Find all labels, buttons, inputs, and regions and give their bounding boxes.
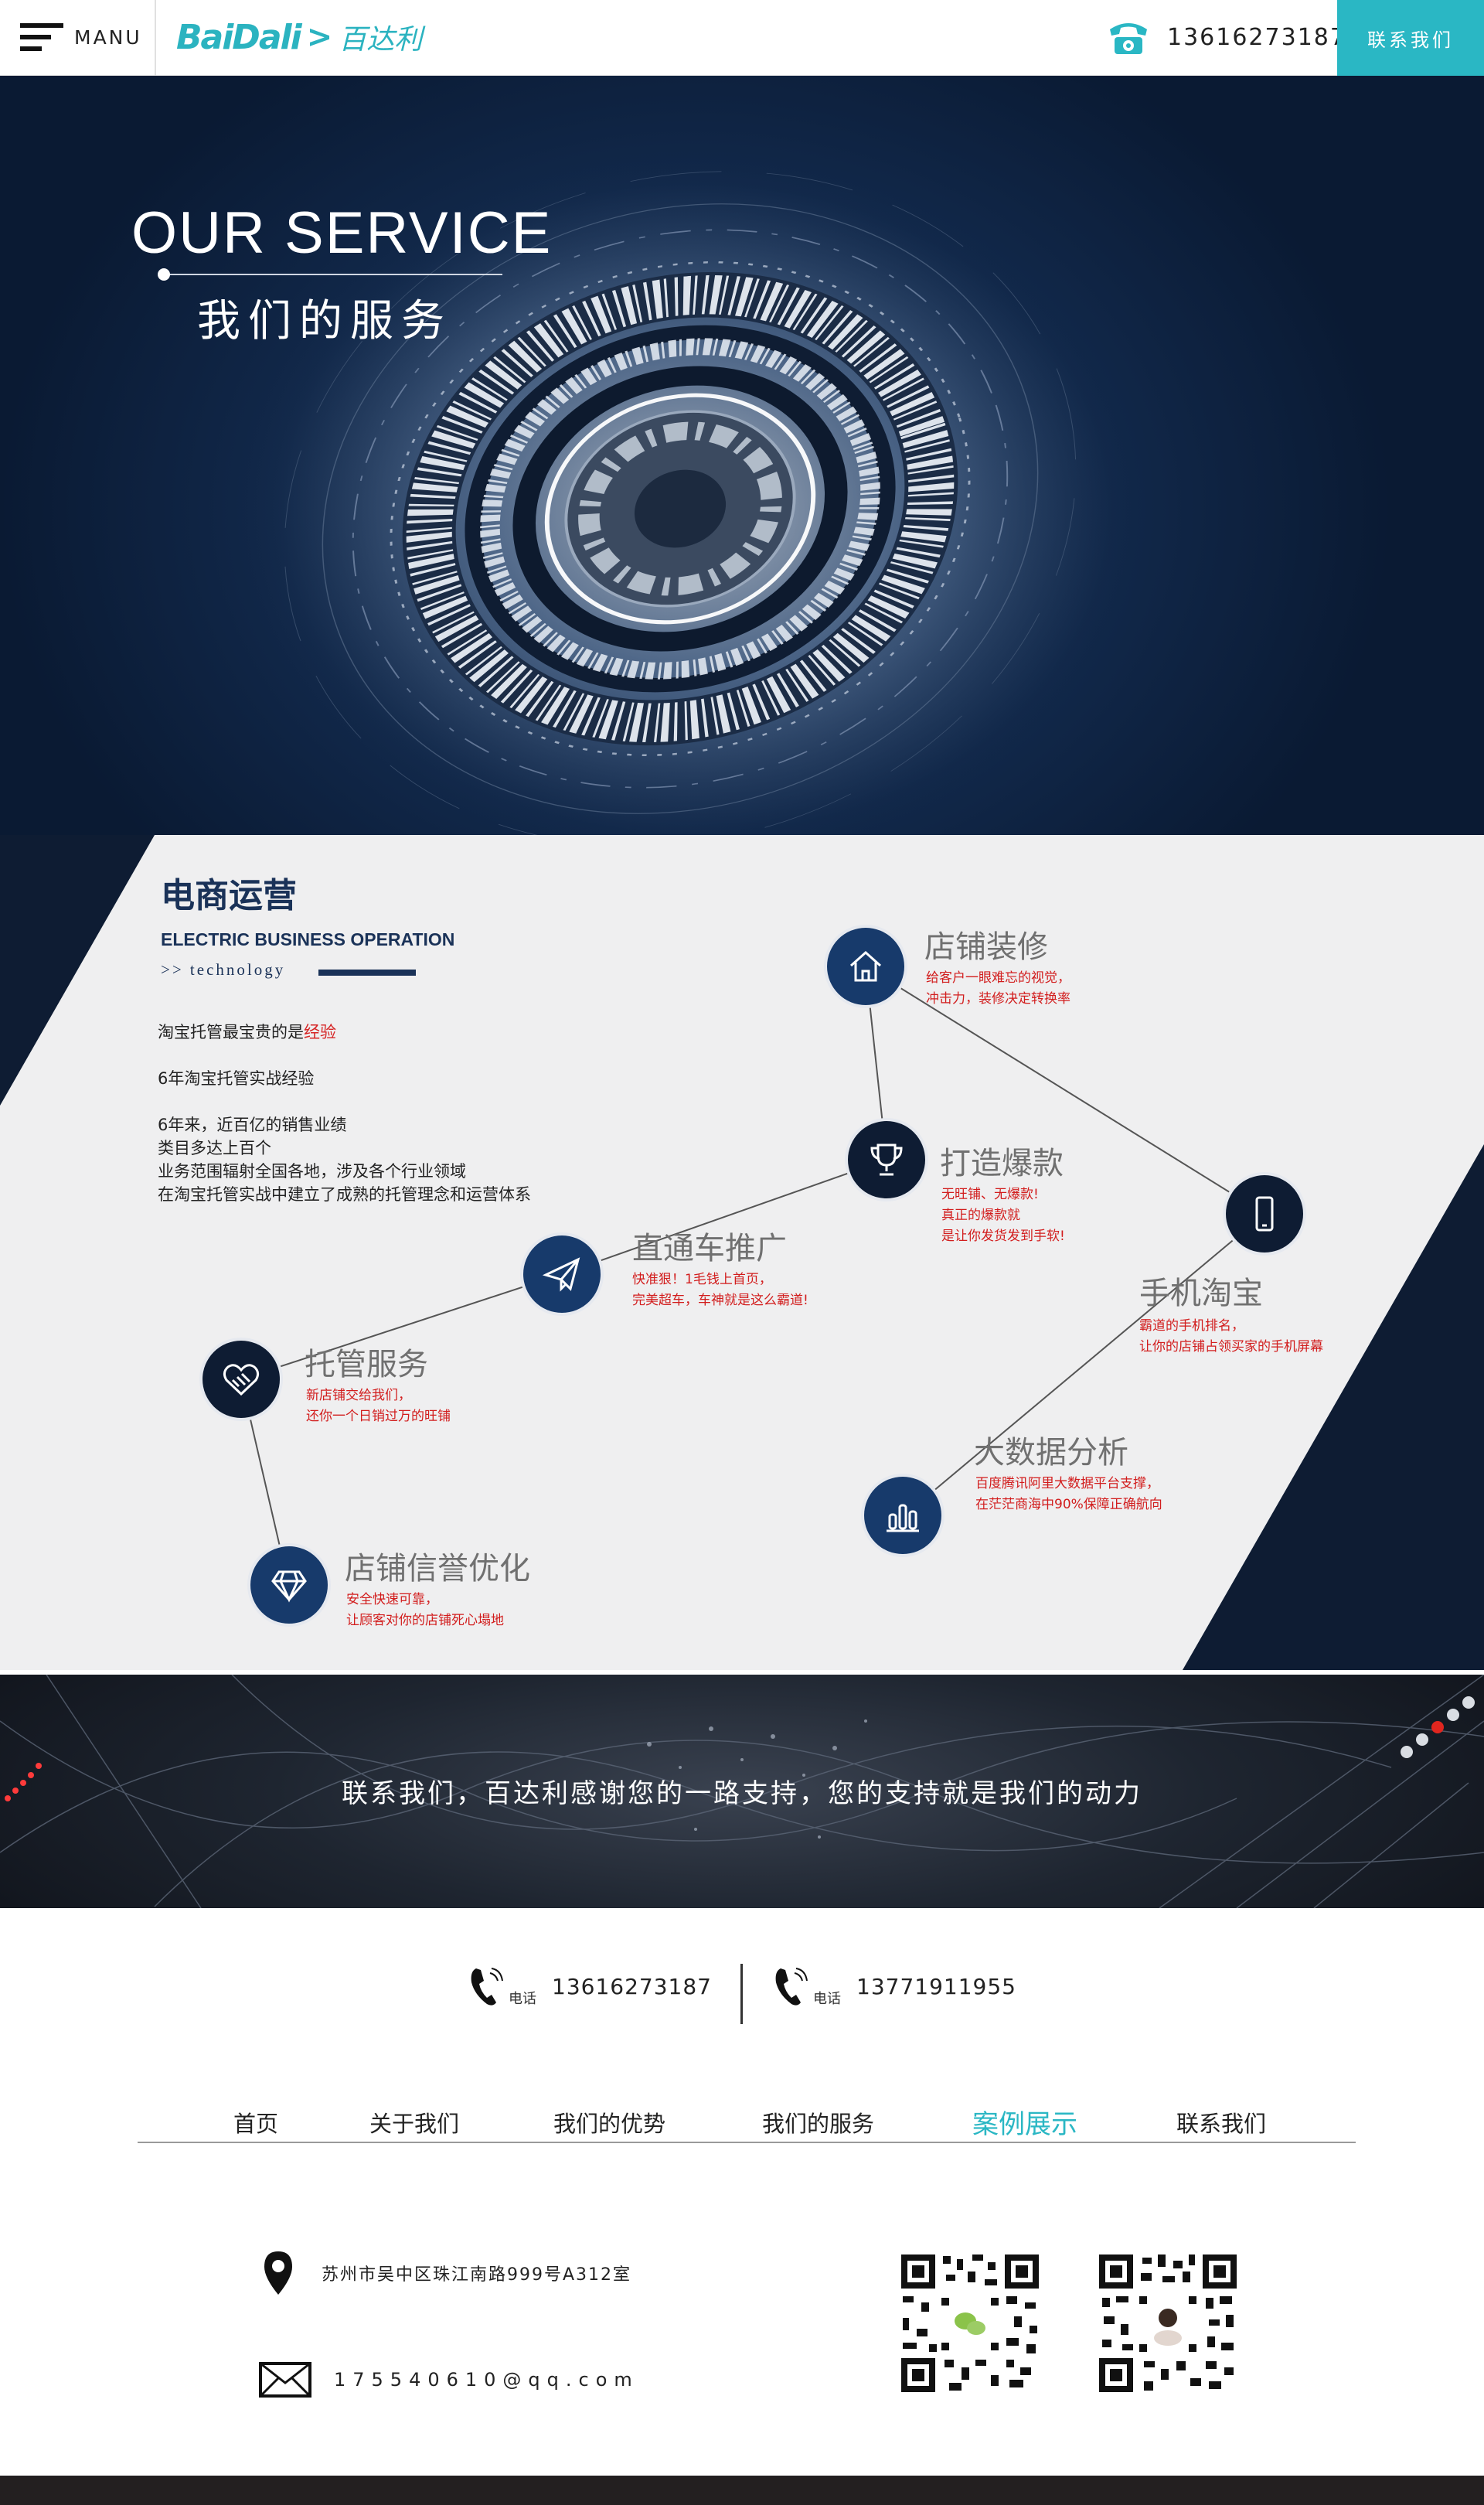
node-through-train[interactable]: [523, 1235, 601, 1313]
banner-slogan: 联系我们，百达利感谢您的一路支持，您的支持就是我们的动力: [342, 1778, 1142, 1809]
banner-tech-lines: [0, 1675, 1484, 1908]
handset-icon: [775, 1968, 808, 2006]
footer-nav-contact[interactable]: 联系我们: [1176, 2111, 1267, 2137]
footer-bottom-bar: [0, 2476, 1484, 2505]
node-desc-store-decoration-2: 冲击力，装修决定转换率: [926, 991, 1070, 1007]
logo-text-cn: 百达利: [339, 24, 423, 56]
footer-phone-1[interactable]: 电话 13616273187: [467, 1964, 712, 2009]
trophy-icon: [870, 1143, 903, 1176]
logo-text-en: BaiDali: [176, 17, 302, 57]
node-title-hosting-service: 托管服务: [305, 1347, 428, 1382]
handset-icon: [471, 1968, 503, 2006]
hero-title-en: OUR SERVICE: [131, 200, 553, 266]
node-desc-store-decoration-1: 给客户一眼难忘的视觉，: [926, 970, 1070, 986]
service-intro: 淘宝托管最宝贵的是经验: [158, 1021, 336, 1044]
footer-email-text: 175540610@qq.com: [334, 2369, 639, 2391]
envelope-icon: [259, 2362, 311, 2398]
footer-nav-cases[interactable]: 案例展示: [972, 2109, 1077, 2140]
footer-address: 苏州市吴中区珠江南路999号A312室: [261, 2250, 631, 2296]
node-desc-credit-optimization-2: 让顾客对你的店铺死心塌地: [346, 1613, 504, 1628]
node-big-data[interactable]: [864, 1477, 941, 1554]
footer-phone-2[interactable]: 电话 13771911955: [771, 1964, 1016, 2009]
footer-address-text: 苏州市吴中区珠江南路999号A312室: [322, 2265, 632, 2285]
handshake-heart-icon: [223, 1364, 260, 1396]
footer-phone-divider: [740, 1964, 743, 2024]
node-desc-through-train-1: 快准狠！1毛钱上首页，: [632, 1272, 772, 1287]
node-hot-product[interactable]: [848, 1121, 925, 1198]
footer-phone-1-label: 电话: [509, 1991, 536, 2007]
service-title-cn: 电商运营: [161, 876, 297, 915]
footer-nav-about[interactable]: 关于我们: [369, 2111, 460, 2137]
node-title-through-train: 直通车推广: [632, 1231, 787, 1266]
node-desc-hot-product-2: 真正的爆款就: [941, 1208, 1020, 1223]
footer-nav-services[interactable]: 我们的服务: [762, 2111, 875, 2137]
service-section: 电商运营 ELECTRIC BUSINESS OPERATION >> tech…: [0, 835, 1484, 1670]
node-desc-mobile-taobao-1: 霸道的手机排名，: [1139, 1318, 1244, 1334]
service-background-shapes: [0, 835, 1484, 1670]
node-title-big-data: 大数据分析: [974, 1435, 1128, 1471]
node-title-hot-product: 打造爆款: [940, 1146, 1064, 1181]
hero-title-line: [162, 274, 502, 275]
node-desc-credit-optimization-1: 安全快速可靠，: [346, 1592, 438, 1607]
service-line-4: 业务范围辐射全国各地，涉及各个行业领域: [158, 1162, 466, 1181]
service-intro-highlight: 经验: [304, 1023, 336, 1041]
service-line-2: 6年来，近百亿的销售业绩: [158, 1116, 347, 1134]
node-desc-hot-product-1: 无旺铺、无爆款!: [941, 1187, 1039, 1202]
site-header: MANU BaiDali > 百达利 13616273187 联系我们: [0, 0, 1484, 76]
service-intro-prefix: 淘宝托管最宝贵的是: [158, 1023, 304, 1041]
node-desc-hosting-service-2: 还你一个日销过万的旺铺: [306, 1409, 451, 1424]
hero-ring-graphic: [216, 145, 1144, 835]
node-mobile-taobao[interactable]: [1226, 1175, 1303, 1252]
header-divider: [155, 0, 156, 76]
logo-arrow: >: [306, 19, 333, 55]
qr-code-personal: [1096, 2251, 1240, 2395]
telephone-icon: [1110, 23, 1147, 54]
service-tech-label: >> technology: [161, 960, 286, 979]
header-phone-number: 13616273187: [1167, 23, 1346, 51]
footer-phone-1-number: 13616273187: [552, 1973, 712, 1999]
home-icon: [849, 950, 882, 982]
node-desc-big-data-1: 百度腾讯阿里大数据平台支撑，: [975, 1476, 1159, 1491]
contact-us-button[interactable]: 联系我们: [1337, 0, 1484, 76]
footer-nav: 首页 关于我们 我们的优势 我们的服务 案例展示 联系我们: [138, 2103, 1356, 2143]
hero-banner: OUR SERVICE 我们的服务: [0, 76, 1484, 835]
node-desc-hot-product-3: 是让你发货发到手软!: [941, 1229, 1065, 1244]
footer-phone-2-label: 电话: [813, 1991, 841, 2007]
footer-email[interactable]: 175540610@qq.com: [258, 2361, 639, 2398]
qr-code-wechat: [898, 2251, 1042, 2395]
node-title-mobile-taobao: 手机淘宝: [1139, 1276, 1263, 1311]
node-hosting-service[interactable]: [203, 1341, 280, 1418]
node-desc-through-train-2: 完美超车，车神就是这么霸道!: [632, 1293, 808, 1308]
hero-title-cn: 我们的服务: [197, 296, 452, 346]
location-pin-icon: [264, 2251, 292, 2295]
hamburger-icon: [20, 23, 63, 51]
service-title-en: ELECTRIC BUSINESS OPERATION: [161, 929, 455, 949]
bar-chart-icon: [887, 1504, 919, 1532]
footer-nav-home[interactable]: 首页: [233, 2111, 279, 2137]
node-desc-mobile-taobao-2: 让你的店铺占领买家的手机屏幕: [1139, 1339, 1323, 1355]
node-store-decoration[interactable]: [827, 928, 904, 1005]
mobile-icon: [1255, 1196, 1274, 1232]
hero-title-dot: [158, 268, 170, 281]
paper-plane-icon: [542, 1257, 580, 1292]
node-desc-hosting-service-1: 新店铺交给我们，: [306, 1388, 411, 1403]
node-title-credit-optimization: 店铺信誉优化: [345, 1551, 530, 1586]
diamond-icon: [271, 1570, 307, 1603]
footer-nav-advantages[interactable]: 我们的优势: [553, 2111, 666, 2137]
node-desc-big-data-2: 在茫茫商海中90%保障正确航向: [975, 1497, 1162, 1512]
menu-button[interactable]: MANU: [20, 23, 142, 51]
service-line-5: 在淘宝托管实战中建立了成熟的托管理念和运营体系: [158, 1185, 531, 1204]
logo[interactable]: BaiDali > 百达利: [176, 17, 422, 57]
service-line-1: 6年淘宝托管实战经验: [158, 1069, 315, 1088]
node-title-store-decoration: 店铺装修: [924, 929, 1048, 965]
node-credit-optimization[interactable]: [250, 1546, 328, 1624]
menu-label: MANU: [74, 26, 142, 49]
service-line-3: 类目多达上百个: [158, 1139, 271, 1157]
contact-banner: 联系我们，百达利感谢您的一路支持，您的支持就是我们的动力: [0, 1675, 1484, 1908]
header-phone[interactable]: 13616273187: [1107, 19, 1346, 56]
footer-phones: 电话 13616273187 电话 13771911955: [0, 1964, 1484, 2026]
service-tech-bar: [318, 970, 416, 976]
footer-phone-2-number: 13771911955: [856, 1973, 1016, 1999]
